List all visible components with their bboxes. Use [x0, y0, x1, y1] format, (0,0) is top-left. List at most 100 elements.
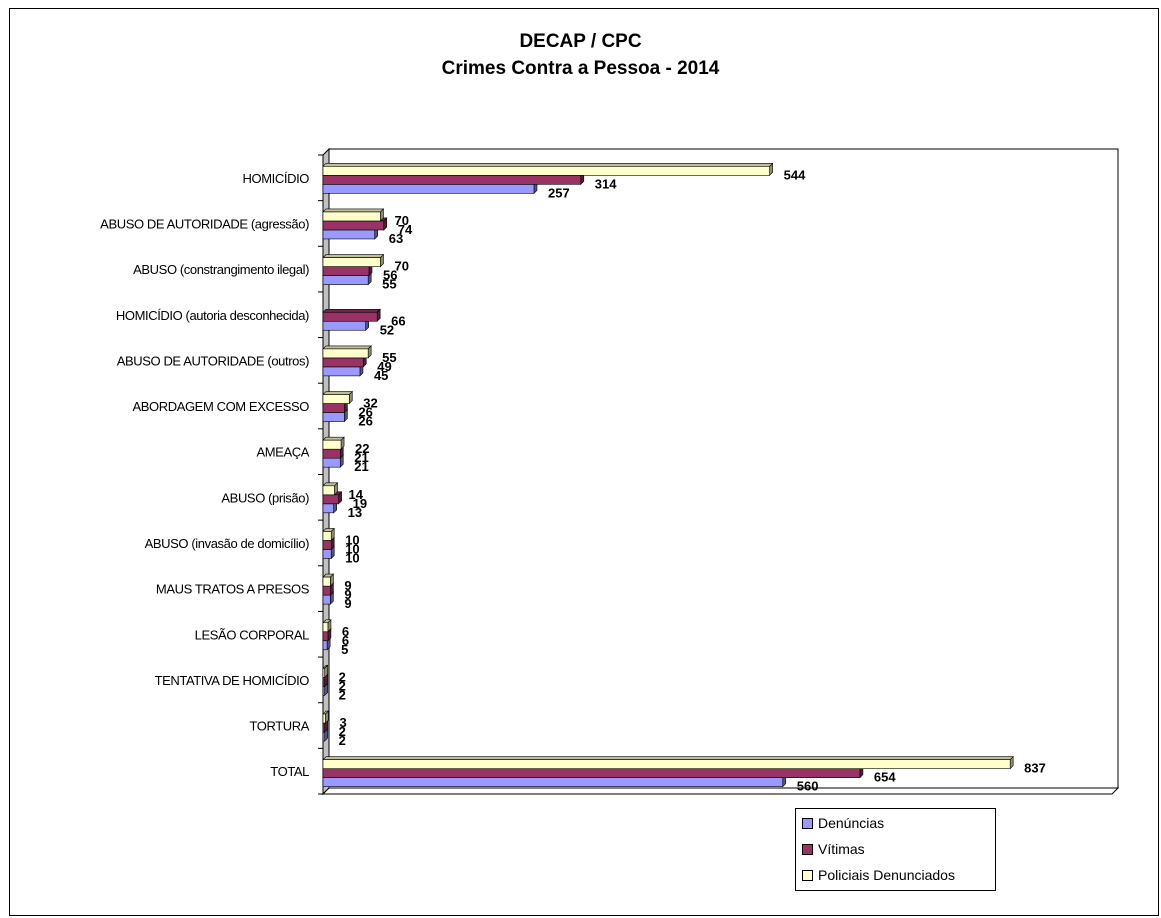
data-label: 55 [382, 277, 396, 292]
data-label: 6 [342, 624, 349, 639]
plot-back-wall [328, 148, 1119, 789]
bar-policiais [322, 576, 331, 587]
category-label: ABUSO DE AUTORIDADE (outros) [117, 353, 309, 368]
data-label: 70 [394, 259, 408, 274]
data-label: 2 [339, 687, 346, 702]
category-label: LESÃO CORPORAL [195, 627, 309, 642]
bar-denuncias [322, 366, 361, 377]
bar-denuncias [322, 640, 328, 651]
bar-vitimas [322, 311, 378, 322]
chart-title-line2: Crimes Contra a Pessoa - 2014 [441, 58, 720, 79]
category-label: ABUSO (prisão) [221, 490, 309, 505]
data-label: 10 [345, 550, 359, 565]
data-label: 9 [344, 596, 351, 611]
data-label: 70 [394, 213, 408, 228]
legend-item-vitimas: Vítimas [802, 839, 865, 859]
data-label: 32 [363, 396, 377, 411]
data-label: 9 [344, 587, 351, 602]
bar-vitimas [322, 768, 861, 778]
bar-vitimas [322, 403, 345, 413]
data-label: 10 [345, 532, 359, 547]
category-label: HOMICÍDIO (autoria desconhecida) [116, 308, 309, 323]
chart-legend: Denúncias Vítimas Policiais Denunciados [795, 808, 996, 891]
legend-item-policiais: Policiais Denunciados [802, 865, 955, 885]
data-label: 21 [354, 459, 368, 474]
data-label: 2 [339, 678, 346, 693]
bar-denuncias [322, 229, 376, 240]
bar-policiais [322, 531, 332, 541]
category-label: ABUSO DE AUTORIDADE (agressão) [100, 216, 309, 231]
data-label: 22 [355, 441, 369, 456]
legend-label-policiais: Policiais Denunciados [818, 867, 955, 883]
data-label: 544 [784, 167, 806, 182]
bar-denuncias [322, 686, 325, 696]
bar-vitimas [322, 677, 325, 687]
bar-denuncias [322, 457, 341, 468]
data-label: 314 [595, 176, 617, 191]
data-label: 21 [354, 450, 368, 465]
bar-top-policiais [322, 756, 1014, 760]
bar-top-vitimas [322, 308, 381, 313]
data-label: 257 [548, 185, 570, 200]
data-label: 3 [339, 715, 346, 730]
bar-vitimas [322, 494, 339, 505]
category-label: HOMICÍDIO [243, 171, 310, 186]
bar-denuncias [322, 594, 331, 605]
category-label: ABUSO (invasão de domicílio) [145, 536, 309, 551]
data-label: 55 [382, 350, 396, 365]
bar-vitimas [322, 266, 370, 276]
bar-vitimas [322, 631, 329, 642]
chart-title: DECAP / CPC Crimes Contra a Pessoa - 201… [0, 28, 1161, 82]
bar-policiais [322, 257, 381, 267]
data-label: 49 [377, 359, 391, 374]
bar-vitimas [322, 585, 331, 596]
category-label: ABORDAGEM COM EXCESSO [132, 399, 309, 414]
bar-vitimas [322, 448, 341, 459]
data-label: 2 [339, 724, 346, 739]
plot-side-wall [322, 147, 330, 796]
data-label: 63 [389, 231, 403, 246]
bar-vitimas [322, 540, 332, 550]
bar-policiais [322, 622, 329, 633]
bar-denuncias [322, 184, 535, 194]
data-label: 2 [339, 669, 346, 684]
bar-vitimas [322, 220, 385, 231]
bar-denuncias [322, 503, 334, 514]
legend-label-denuncias: Denúncias [818, 815, 885, 831]
data-label: 14 [348, 487, 363, 502]
data-label: 10 [345, 541, 359, 556]
bar-policiais [322, 713, 326, 724]
category-label: AMEAÇA [256, 445, 309, 460]
data-label: 5 [341, 642, 348, 657]
data-label: 26 [358, 405, 372, 420]
data-label: 654 [874, 770, 896, 785]
category-label: TENTATIVA DE HOMICÍDIO [155, 673, 310, 688]
bar-policiais [322, 394, 350, 404]
bar-top-policiais [322, 345, 372, 350]
bar-vitimas [322, 175, 582, 185]
bar-vitimas [322, 357, 364, 368]
bar-top-policiais [322, 436, 345, 441]
legend-swatch-policiais [802, 869, 813, 881]
data-label: 2 [339, 733, 346, 748]
bar-policiais [322, 439, 342, 450]
plot-floor [321, 787, 1120, 795]
legend-label-vitimas: Vítimas [818, 841, 865, 857]
bar-top-policiais [322, 391, 353, 395]
data-label: 45 [374, 368, 388, 383]
bar-denuncias [322, 777, 784, 787]
bar-policiais [322, 166, 770, 176]
bar-policiais [322, 348, 369, 359]
category-label: ABUSO (constrangimento ilegal) [133, 262, 309, 277]
data-label: 74 [398, 222, 413, 237]
bar-denuncias [322, 412, 345, 422]
bar-top-policiais [322, 254, 385, 258]
bar-top-policiais [322, 208, 385, 213]
data-label: 56 [383, 268, 397, 283]
legend-item-denuncias: Denúncias [802, 813, 884, 833]
data-label: 26 [358, 414, 372, 429]
bar-denuncias [322, 275, 369, 285]
category-label: TORTURA [249, 719, 309, 734]
data-label: 19 [353, 496, 367, 511]
